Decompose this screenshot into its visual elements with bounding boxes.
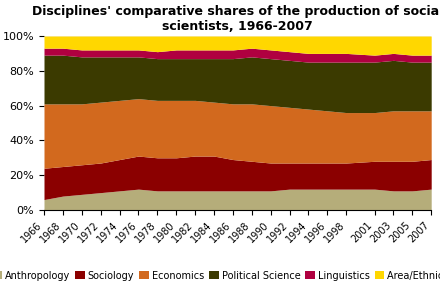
Title: Disciplines' comparative shares of the production of social
scientists, 1966-200: Disciplines' comparative shares of the p… (32, 5, 440, 33)
Legend: Anthropology, Sociology, Economics, Political Science, Linguistics, Area/Ethnic : Anthropology, Sociology, Economics, Poli… (0, 271, 440, 281)
